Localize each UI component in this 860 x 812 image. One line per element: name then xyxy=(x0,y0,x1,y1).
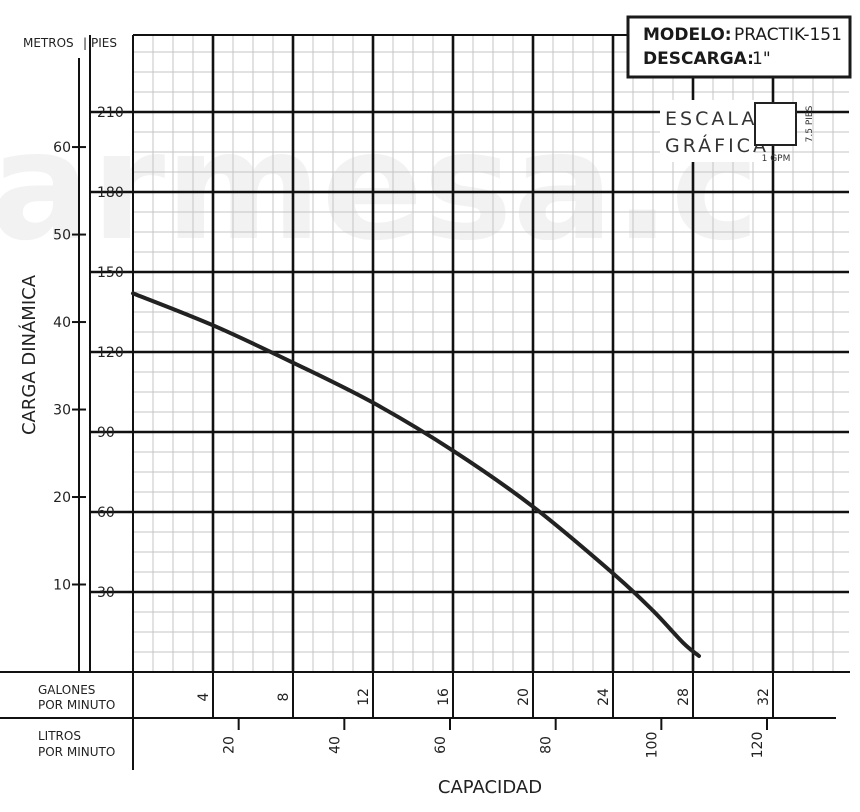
x-tick-label-gpm: 32 xyxy=(756,688,772,706)
y-right-header: PIES xyxy=(91,36,117,50)
x-tick-label-gpm: 4 xyxy=(196,692,212,701)
x-tick-label-gpm: 28 xyxy=(676,688,692,706)
series-line xyxy=(131,291,701,658)
x-tick-label-gpm: 24 xyxy=(596,688,612,706)
y-tick-label-feet: 210 xyxy=(97,105,124,121)
scale-x-unit: 1 GPM xyxy=(762,154,791,164)
discharge-label: DESCARGA: xyxy=(643,49,754,69)
y-tick-label-feet: 30 xyxy=(97,585,115,601)
y-header-separator: | xyxy=(83,36,87,50)
model-label: MODELO: xyxy=(643,25,732,45)
scale-legend: ESCALA GRÁFICA 1 GPM 7.5 PIES xyxy=(660,100,815,164)
y-tick-label-feet: 150 xyxy=(97,265,124,281)
x-tick-label-lpm: 60 xyxy=(433,736,449,754)
x-axis-title: CAPACIDAD xyxy=(438,777,542,798)
y-ticks-feet: 30 60 90 120 150 180 210 xyxy=(97,105,124,601)
lpm-label-line2: POR MINUTO xyxy=(38,745,115,759)
x-tick-label-lpm: 80 xyxy=(539,736,555,754)
chart-axes xyxy=(0,34,850,770)
x-ticks-lpm: 20 40 60 80 100 120 xyxy=(222,718,769,759)
scale-y-unit: 7.5 PIES xyxy=(805,105,815,142)
scale-square xyxy=(754,102,797,146)
y-tick-label-meters: 30 xyxy=(53,403,71,419)
y-tick-label-meters: 50 xyxy=(53,228,71,244)
y-tick-label-feet: 60 xyxy=(97,505,115,521)
x-tick-label-lpm: 40 xyxy=(327,736,343,754)
spec-box: MODELO: PRACTIK-151 DESCARGA: 1" xyxy=(626,15,852,79)
discharge-value: 1" xyxy=(752,49,771,69)
y-left-header: METROS xyxy=(23,36,74,50)
y-tick-label-feet: 120 xyxy=(97,345,124,361)
y-tick-label-feet: 90 xyxy=(97,425,115,441)
x-tick-label-gpm: 8 xyxy=(276,693,292,702)
x-tick-label-gpm: 20 xyxy=(516,688,532,706)
x-ticks-gpm: 4 8 12 16 20 24 28 32 xyxy=(196,672,774,718)
x-tick-label-gpm: 12 xyxy=(356,688,372,706)
x-tick-label-lpm: 120 xyxy=(750,732,766,759)
y-ticks-meters: 10 20 30 40 50 60 xyxy=(53,140,86,594)
lpm-label-line1: LITROS xyxy=(38,729,81,743)
scale-word-1: ESCALA xyxy=(665,108,757,130)
x-tick-label-lpm: 100 xyxy=(644,732,660,759)
x-tick-label-gpm: 16 xyxy=(436,688,452,706)
y-axis-title: CARGA DINÁMICA xyxy=(18,274,40,435)
series-layer xyxy=(131,291,701,658)
y-tick-label-meters: 40 xyxy=(53,315,71,331)
model-value: PRACTIK-151 xyxy=(734,25,842,45)
gpm-label-line1: GALONES xyxy=(38,683,95,697)
y-tick-label-meters: 20 xyxy=(53,490,71,506)
x-tick-label-lpm: 20 xyxy=(222,736,238,754)
gpm-label-line2: POR MINUTO xyxy=(38,698,115,712)
y-tick-label-meters: 60 xyxy=(53,140,71,156)
y-tick-label-feet: 180 xyxy=(97,185,124,201)
y-tick-label-meters: 10 xyxy=(53,578,71,594)
scale-word-2: GRÁFICA xyxy=(665,134,769,157)
